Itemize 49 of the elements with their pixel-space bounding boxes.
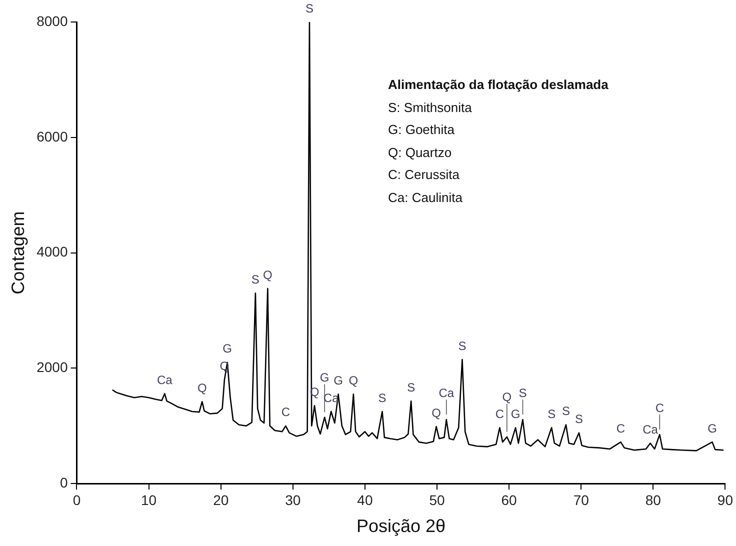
x-tick-label: 0	[72, 492, 81, 508]
annotation: G	[334, 373, 343, 388]
x-tick-label: 20	[213, 492, 229, 508]
x-tick-label: 50	[429, 492, 445, 508]
annotation: Ca: Caulinita	[388, 188, 464, 206]
annotation: S	[251, 272, 260, 287]
annotation: S: Smithsonita	[388, 98, 473, 116]
annotation: Q: Quartzo	[388, 144, 453, 162]
annotation: S	[378, 390, 386, 405]
annotation: C	[495, 406, 504, 421]
annotation: S	[407, 380, 416, 394]
x-tick-label: 40	[357, 492, 373, 508]
y-tick-label: 0	[60, 474, 68, 490]
y-tick-label: 6000	[36, 128, 68, 144]
y-tick-label: 4000	[36, 244, 68, 260]
annotation: Ca	[438, 386, 454, 400]
annotation: Ca	[642, 422, 658, 437]
x-tick-label: 60	[501, 492, 518, 508]
annotation: C	[616, 421, 626, 436]
annotation: G	[510, 406, 520, 421]
annotation: S	[518, 386, 527, 400]
annotation: Q	[348, 373, 358, 388]
annotation: Alimentação da flotação deslamada	[388, 76, 608, 94]
annotation: Q	[197, 380, 207, 395]
x-axis-title: Posição 2θ	[356, 516, 446, 536]
annotation: S	[548, 406, 556, 421]
y-axis-title: Contagem	[8, 211, 28, 294]
annotation: S	[305, 1, 314, 16]
annotation: G	[708, 421, 717, 436]
annotation: C	[655, 400, 664, 415]
x-tick-label: 70	[573, 492, 590, 508]
annotation: G: Goethita	[388, 121, 456, 139]
annotation: S	[574, 412, 583, 426]
annotation: Q	[502, 390, 512, 404]
annotation: C: Cerussita	[388, 166, 461, 184]
x-tick-label: 80	[645, 492, 662, 508]
x-tick-label: 10	[141, 492, 157, 508]
x-tick-label: 90	[717, 492, 734, 508]
annotation: C	[281, 405, 290, 420]
x-tick-label: 30	[285, 492, 301, 508]
y-tick-label: 2000	[36, 359, 68, 376]
annotation: Q	[432, 406, 441, 420]
annotation: Ca	[156, 372, 173, 387]
annotation: G	[320, 370, 330, 385]
annotation: Q	[263, 268, 272, 282]
annotation: S	[458, 338, 466, 353]
annotation: G	[222, 342, 232, 356]
y-tick-label: 8000	[36, 12, 68, 29]
annotation: S	[562, 404, 570, 418]
